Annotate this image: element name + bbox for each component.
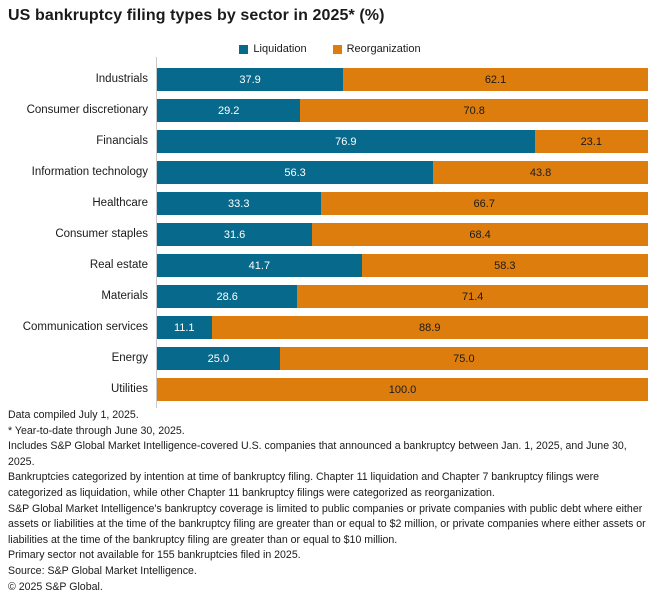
bar-segment-reorganization: 88.9	[211, 316, 648, 339]
legend-label-liquidation: Liquidation	[253, 43, 307, 55]
chart-row: Industrials 37.9 62.1	[0, 68, 660, 91]
bar-segment-liquidation: 28.6	[157, 285, 298, 308]
footnote-includes: Includes S&P Global Market Intelligence-…	[8, 440, 627, 468]
bar-segment-reorganization: 58.3	[361, 254, 648, 277]
category-label: Materials	[101, 290, 148, 302]
bar-segment-liquidation: 33.3	[157, 192, 321, 215]
category-label: Financials	[96, 135, 148, 147]
category-label: Real estate	[89, 259, 148, 271]
legend-label-reorganization: Reorganization	[346, 43, 421, 55]
liquidation-swatch-icon	[239, 44, 249, 54]
stacked-bar: 37.9 62.1	[157, 68, 648, 91]
chart-row: Consumer staples 31.6 68.4	[0, 223, 660, 246]
legend: Liquidation Reorganization	[0, 43, 660, 55]
bar-segment-liquidation: 25.0	[157, 347, 280, 370]
category-label: Industrials	[95, 73, 148, 85]
bar-segment-liquidation: 56.3	[157, 161, 434, 184]
category-label: Energy	[111, 352, 148, 364]
legend-item-liquidation: Liquidation	[239, 43, 307, 55]
bar-segment-liquidation: 37.9	[157, 68, 344, 91]
category-label: Healthcare	[92, 197, 148, 209]
category-label: Consumer discretionary	[26, 104, 148, 116]
stacked-bar: 100.0	[157, 378, 648, 401]
footnote-ytd: * Year-to-date through June 30, 2025.	[8, 424, 185, 437]
chart-rows: Industrials 37.9 62.1 Consumer discretionar…	[0, 68, 660, 401]
bar-segment-reorganization: 70.8	[300, 99, 648, 122]
footnotes: Data compiled July 1, 2025. * Year-to-da…	[8, 408, 654, 595]
bar-segment-reorganization: 100.0	[157, 378, 648, 401]
stacked-bar: 29.2 70.8	[157, 99, 648, 122]
stacked-bar: 41.7 58.3	[157, 254, 648, 277]
bar-segment-liquidation: 31.6	[157, 223, 313, 246]
footnote-coverage: S&P Global Market Intelligence's bankrup…	[8, 502, 646, 546]
reorganization-swatch-icon	[332, 44, 342, 54]
bar-segment-liquidation: 41.7	[157, 254, 362, 277]
bar-segment-reorganization: 66.7	[320, 192, 648, 215]
category-label: Consumer staples	[55, 228, 148, 240]
stacked-bar: 28.6 71.4	[157, 285, 648, 308]
footnote-copyright: © 2025 S&P Global.	[8, 580, 103, 593]
stacked-bar: 76.9 23.1	[157, 130, 648, 153]
bar-segment-reorganization: 23.1	[534, 130, 648, 153]
footnote-categorization: Bankruptcies categorized by intention at…	[8, 471, 600, 499]
chart-row: Consumer discretionary 29.2 70.8	[0, 99, 660, 122]
bar-segment-liquidation: 76.9	[157, 130, 535, 153]
chart-row: Materials 28.6 71.4	[0, 285, 660, 308]
category-label: Utilities	[110, 383, 148, 395]
bar-segment-reorganization: 43.8	[433, 161, 648, 184]
bar-segment-reorganization: 71.4	[297, 285, 648, 308]
chart-row: Financials 76.9 23.1	[0, 130, 660, 153]
footnote-data-compiled: Data compiled July 1, 2025.	[8, 409, 139, 421]
bar-segment-liquidation: 11.1	[157, 316, 212, 339]
chart-row: Information technology 56.3 43.8	[0, 161, 660, 184]
chart-row: Communication services 11.1 88.9	[0, 316, 660, 339]
stacked-bar: 25.0 75.0	[157, 347, 648, 370]
bar-segment-reorganization: 62.1	[343, 68, 648, 91]
stacked-bar: 11.1 88.9	[157, 316, 648, 339]
bar-segment-reorganization: 75.0	[279, 347, 648, 370]
bar-segment-reorganization: 68.4	[312, 223, 648, 246]
chart-row: Utilities 100.0	[0, 378, 660, 401]
category-label: Information technology	[31, 166, 148, 178]
y-axis-line	[156, 57, 157, 408]
bar-segment-liquidation: 29.2	[157, 99, 301, 122]
stacked-bar: 31.6 68.4	[157, 223, 648, 246]
stacked-bar-chart: Industrials 37.9 62.1 Consumer discretionar…	[0, 57, 660, 408]
category-label: Communication services	[22, 321, 148, 333]
chart-row: Healthcare 33.3 66.7	[0, 192, 660, 215]
chart-row: Real estate 41.7 58.3	[0, 254, 660, 277]
footnote-source: Source: S&P Global Market Intelligence.	[8, 564, 197, 577]
stacked-bar: 33.3 66.7	[157, 192, 648, 215]
footnote-primary-sector: Primary sector not available for 155 ban…	[8, 549, 301, 562]
stacked-bar: 56.3 43.8	[157, 161, 648, 184]
legend-item-reorganization: Reorganization	[332, 43, 421, 55]
chart-title: US bankruptcy filing types by sector in …	[8, 7, 385, 24]
chart-row: Energy 25.0 75.0	[0, 347, 660, 370]
